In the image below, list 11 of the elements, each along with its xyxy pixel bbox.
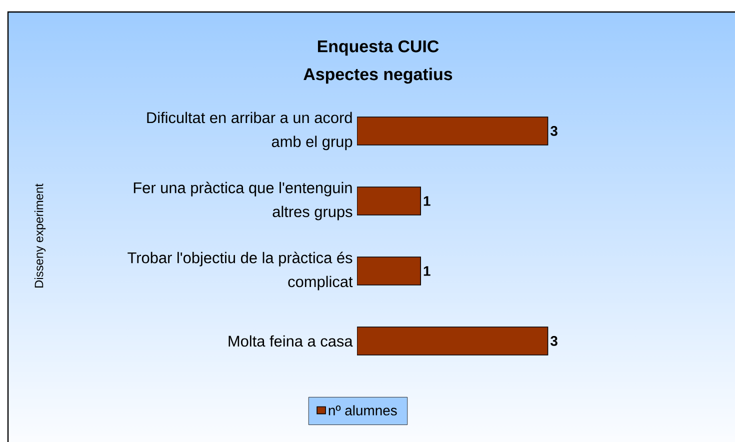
- y-tick-label: Dificultat en arribar a un acord amb el grup: [147, 112, 352, 150]
- data-label: 3: [550, 336, 558, 346]
- text: nº alumnes: [328, 405, 397, 416]
- y-tick-label: Molta feina a casa: [228, 335, 353, 347]
- data-label: 3: [550, 126, 558, 136]
- y-tick-label: Fer una pràctica que l'entenguin altres grups: [134, 182, 352, 220]
- y-tick-label: Trobar l'objectiu de la pràctica és complicat: [128, 252, 353, 290]
- data-label: 1: [424, 196, 430, 206]
- text: Disseny experiment: [34, 184, 46, 288]
- chart-title: Enquesta CUIC Aspectes negatius: [304, 40, 452, 84]
- data-label: 1: [424, 266, 430, 276]
